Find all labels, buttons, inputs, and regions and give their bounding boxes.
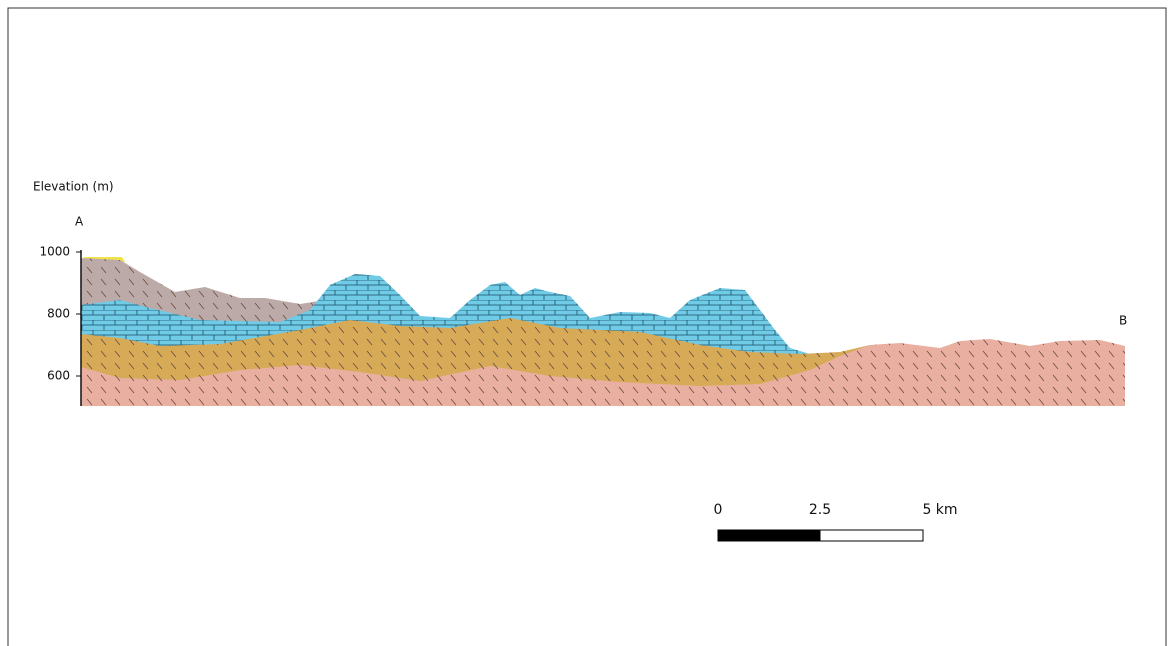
tick-label: 1000 bbox=[39, 245, 70, 259]
layers bbox=[81, 257, 1125, 406]
scale-segment bbox=[718, 530, 820, 541]
axis-label: Elevation (m) bbox=[33, 180, 114, 194]
scale-bar: 0 2.5 5 km bbox=[714, 502, 958, 541]
section-start: A bbox=[75, 215, 84, 229]
tick-label: 800 bbox=[47, 307, 70, 321]
tick-label: 600 bbox=[47, 369, 70, 383]
scale-segment bbox=[820, 530, 923, 541]
cross-section: Elevation (m) 1000 800 600 A B 0 2.5 5 k… bbox=[0, 0, 1174, 646]
section-end: B bbox=[1119, 314, 1127, 328]
scale-label: 2.5 bbox=[809, 502, 831, 518]
scale-label: 0 bbox=[714, 502, 723, 518]
scale-label: 5 km bbox=[922, 502, 957, 518]
